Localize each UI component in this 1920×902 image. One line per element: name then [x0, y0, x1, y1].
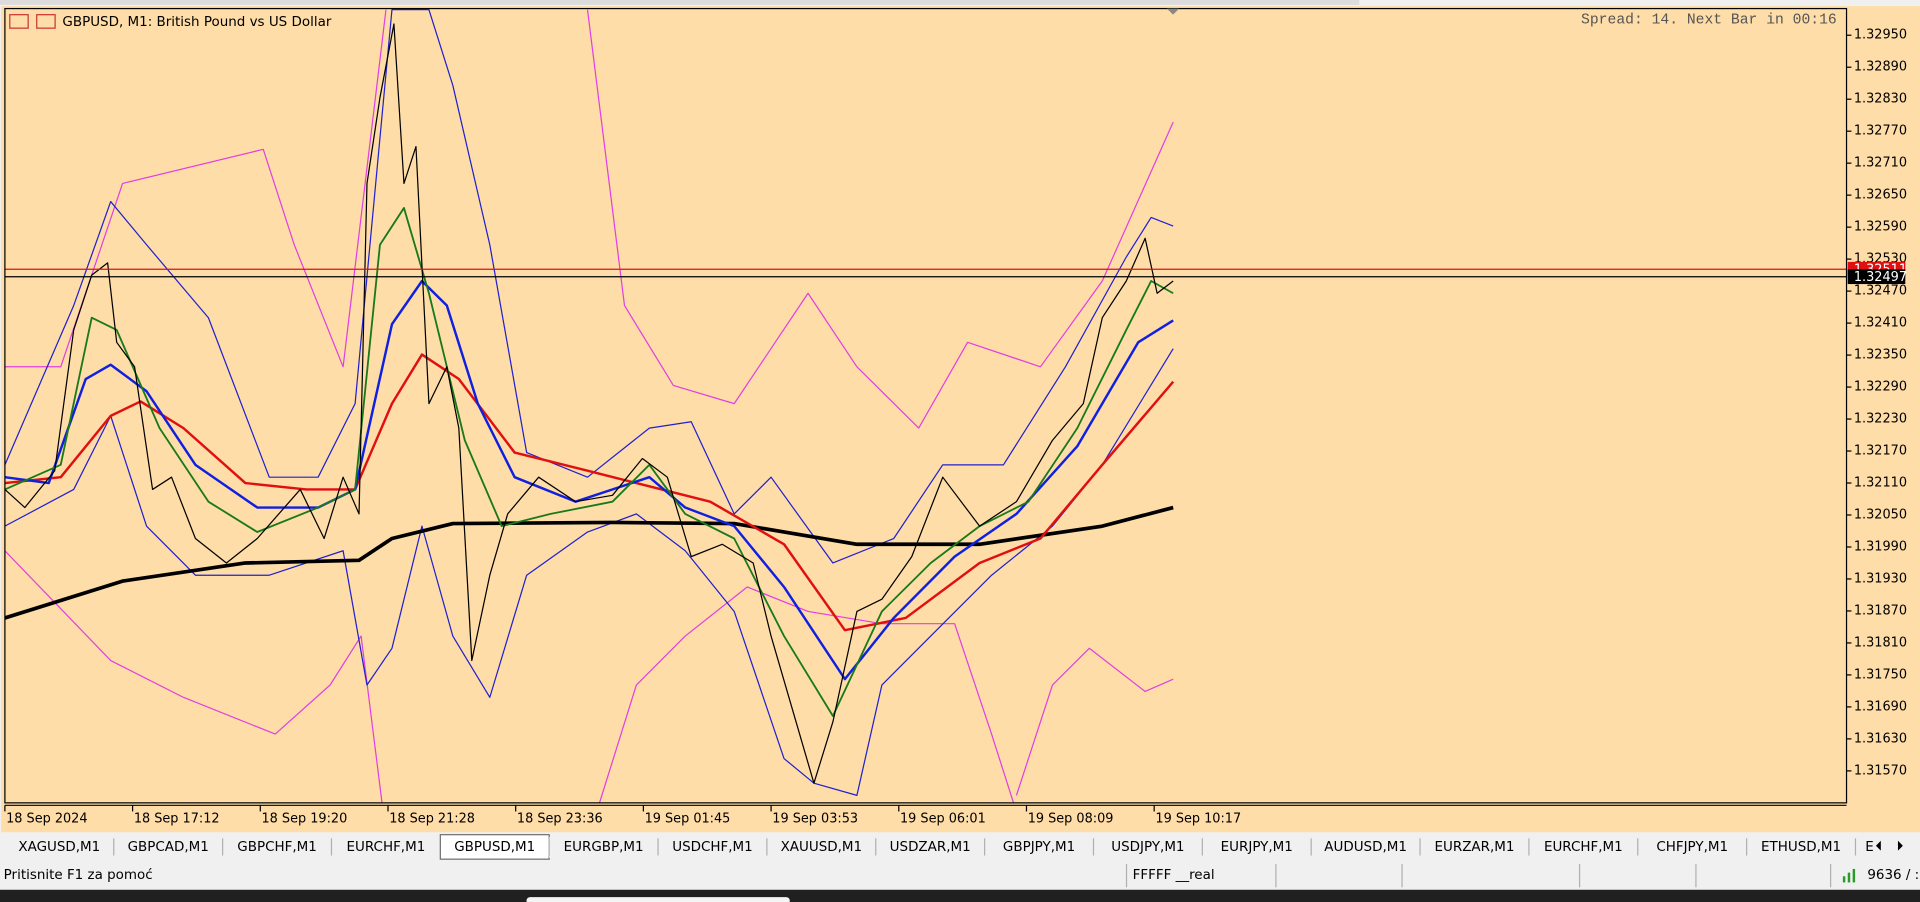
status-help: Pritisnite F1 za pomoć — [4, 867, 153, 883]
y-tick-label: 1.32770 — [1854, 124, 1907, 139]
tab-label[interactable]: XAUUSD,M1 — [781, 840, 862, 855]
tab-label[interactable]: AUDUSD,M1 — [1324, 840, 1407, 855]
status-bar — [0, 861, 1920, 889]
x-tick-label: 19 Sep 08:09 — [1028, 811, 1114, 826]
y-tick-label: 1.32110 — [1854, 476, 1907, 491]
y-tick-label: 1.32650 — [1854, 188, 1907, 203]
tab-label[interactable]: XAGUSD,M1 — [18, 840, 100, 855]
chart-background — [1, 6, 1920, 833]
x-tick-label: 19 Sep 01:45 — [645, 811, 731, 826]
series-line — [4, 23, 1174, 784]
tab-label[interactable]: USDZAR,M1 — [890, 840, 971, 855]
y-tick-label: 1.32290 — [1854, 380, 1907, 395]
y-tick-label: 1.32050 — [1854, 508, 1907, 523]
tab-label[interactable]: GBPUSD,M1 — [454, 840, 535, 855]
plot-area — [4, 9, 1847, 803]
y-tick-label: 1.31990 — [1854, 539, 1907, 554]
x-tick-label: 19 Sep 03:53 — [772, 811, 858, 826]
series-line — [4, 9, 1174, 429]
connection-icon — [1842, 868, 1856, 883]
taskbar — [0, 889, 1920, 902]
tab[interactable] — [875, 837, 985, 858]
x-tick-label: 18 Sep 2024 — [6, 811, 87, 826]
y-tick-label: 1.31690 — [1854, 699, 1907, 714]
tab-label[interactable]: E — [1865, 840, 1874, 855]
spread-info: Spread: 14. Next Bar in 00:16 — [1581, 12, 1837, 28]
y-tick-label: 1.32950 — [1854, 28, 1907, 43]
y-tick-label: 1.31570 — [1854, 763, 1907, 778]
tab-label[interactable]: EURCHF,M1 — [1544, 840, 1623, 855]
series-line — [4, 9, 1174, 564]
tab[interactable] — [549, 837, 659, 858]
y-tick-label: 1.31930 — [1854, 571, 1907, 586]
x-tick-label: 18 Sep 19:20 — [262, 811, 348, 826]
tab[interactable] — [1093, 837, 1203, 858]
series-line — [4, 279, 1174, 681]
x-tick-label: 18 Sep 17:12 — [134, 811, 220, 826]
toolbar-remnant — [0, 0, 1360, 5]
taskbar-item[interactable] — [526, 897, 790, 902]
tab-label[interactable]: EURJPY,M1 — [1221, 840, 1293, 855]
tab-label[interactable]: USDJPY,M1 — [1111, 840, 1184, 855]
chart-title: GBPUSD, M1: British Pound vs US Dollar — [62, 15, 331, 30]
tab[interactable] — [1528, 837, 1638, 858]
tab[interactable] — [331, 837, 441, 858]
tab-label[interactable]: GBPCHF,M1 — [237, 840, 316, 855]
y-tick-label: 1.32170 — [1854, 444, 1907, 459]
tab[interactable] — [984, 837, 1094, 858]
tab[interactable] — [1746, 837, 1856, 858]
tab[interactable] — [1637, 837, 1747, 858]
series-line — [4, 207, 1174, 717]
y-tick-label: 1.31810 — [1854, 635, 1907, 650]
tab-label[interactable]: GBPCAD,M1 — [128, 840, 209, 855]
menu-icon[interactable] — [9, 14, 29, 29]
tab[interactable] — [658, 837, 767, 858]
shift-marker — [1166, 8, 1180, 15]
series-line — [4, 348, 1174, 797]
tab-label[interactable]: CHFJPY,M1 — [1656, 840, 1728, 855]
tab[interactable] — [1311, 837, 1421, 858]
y-tick-label: 1.32470 — [1854, 284, 1907, 299]
status-account: FFFFF __real — [1133, 868, 1215, 883]
price-label-box — [1847, 269, 1906, 285]
price-label: 1.32497 — [1854, 270, 1907, 285]
tab[interactable] — [439, 834, 550, 860]
y-tick-label: 1.32890 — [1854, 60, 1907, 75]
tab[interactable] — [1420, 837, 1529, 858]
y-tick-label: 1.32350 — [1854, 348, 1907, 363]
y-tick-label: 1.32710 — [1854, 156, 1907, 171]
y-tick-label: 1.31630 — [1854, 731, 1907, 746]
y-tick-label: 1.32230 — [1854, 412, 1907, 427]
status-traffic: 9636 / : — [1867, 868, 1919, 883]
status-separators — [1125, 864, 1832, 888]
tab[interactable] — [113, 837, 223, 858]
tab-label[interactable]: EURCHF,M1 — [347, 840, 426, 855]
series-line — [4, 550, 1174, 803]
x-tick-label: 19 Sep 06:01 — [900, 811, 986, 826]
x-tick-label: 19 Sep 10:17 — [1155, 811, 1241, 826]
tab-label[interactable]: GBPJPY,M1 — [1003, 840, 1075, 855]
tab[interactable] — [1202, 837, 1312, 858]
y-tick-label: 1.31870 — [1854, 603, 1907, 618]
tab-label[interactable]: EURGBP,M1 — [564, 840, 644, 855]
series-line — [4, 505, 1174, 620]
plot-border — [4, 7, 1848, 804]
y-tick-label: 1.31750 — [1854, 667, 1907, 682]
tab-bar: XAGUSD,M1 GBPCAD,M1 GBPCHF,M1 EURCHF,M1 GBPU… — [4, 834, 1880, 860]
y-tick-label: 1.32410 — [1854, 316, 1907, 331]
tab-label[interactable]: ETHUSD,M1 — [1761, 840, 1841, 855]
tab-label[interactable]: USDCHF,M1 — [672, 840, 752, 855]
chart-icon[interactable] — [36, 14, 56, 29]
tab[interactable] — [4, 837, 114, 858]
tab[interactable] — [766, 837, 876, 858]
x-tick-label: 18 Sep 21:28 — [389, 811, 475, 826]
tab[interactable] — [222, 837, 332, 858]
y-tick-label: 1.32830 — [1854, 92, 1907, 107]
x-tick-label: 18 Sep 23:36 — [517, 811, 603, 826]
y-tick-label: 1.32590 — [1854, 220, 1907, 235]
tab[interactable] — [1855, 837, 1880, 858]
tab-label[interactable]: EURZAR,M1 — [1435, 840, 1515, 855]
